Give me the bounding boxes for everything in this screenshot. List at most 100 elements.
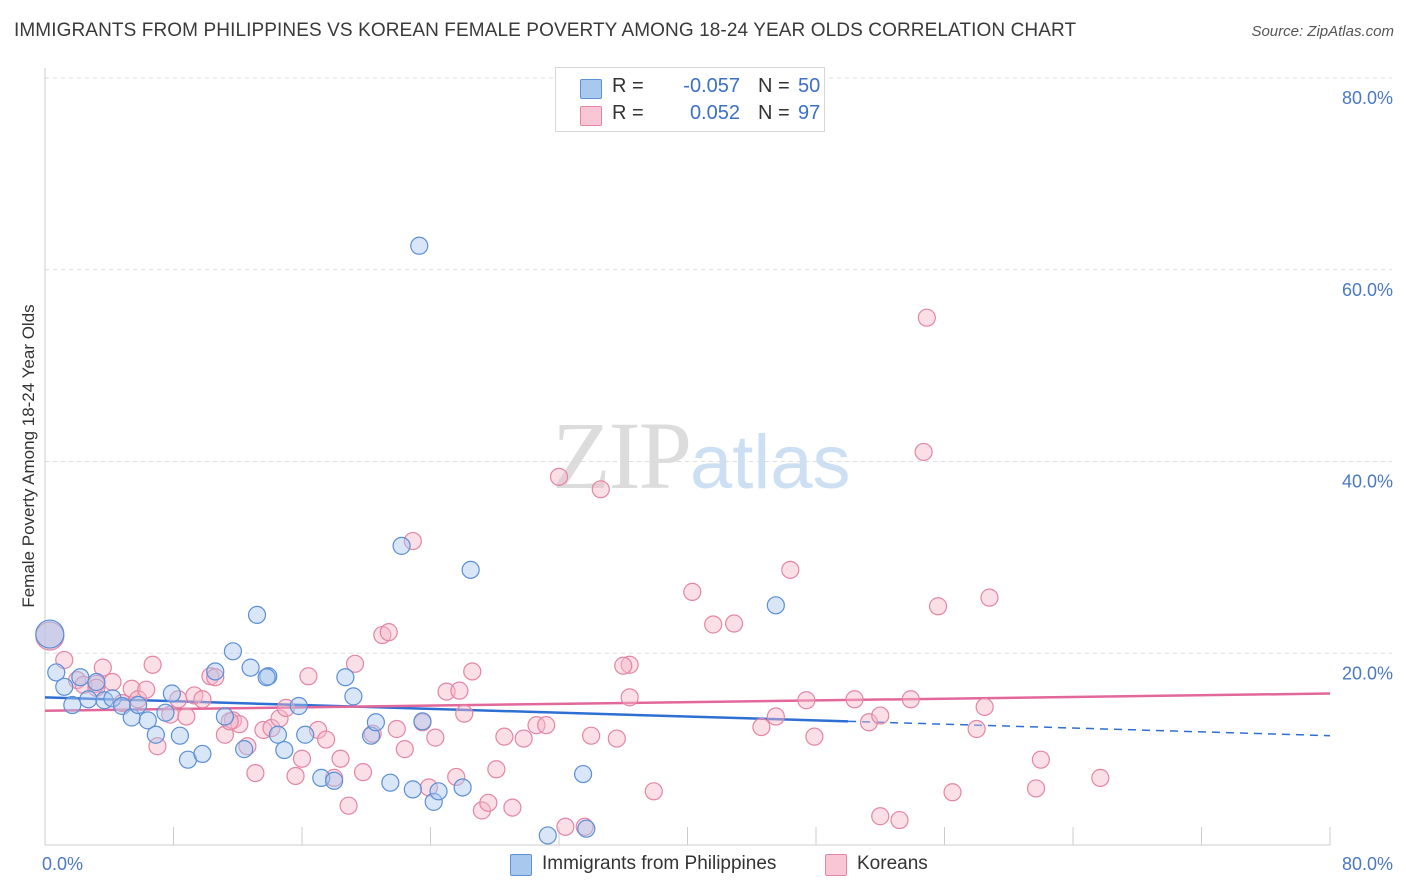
koreans-legend-icon (825, 854, 847, 876)
koreans-point (752, 717, 771, 737)
koreans-point (549, 467, 569, 486)
philippines-point (325, 771, 344, 790)
koreans-point (345, 654, 365, 673)
philippines-point (138, 711, 157, 730)
r-label: R = (612, 75, 644, 97)
koreans-point (980, 588, 999, 607)
r-label: R = (612, 102, 644, 124)
philippines-point (403, 780, 422, 799)
koreans-point (556, 817, 575, 836)
koreans-point (781, 560, 800, 579)
philippines-point (410, 236, 429, 255)
koreans-point (644, 782, 663, 801)
philippines-point (215, 707, 234, 726)
philippines-point (577, 819, 596, 838)
koreans-point (503, 798, 522, 817)
koreans-point (426, 728, 445, 747)
x-tick-label: 0.0% (42, 854, 83, 874)
koreans-point (683, 582, 702, 601)
koreans-point (871, 807, 890, 826)
koreans-point (331, 749, 350, 768)
philippines-point (55, 677, 74, 696)
philippines-point (71, 668, 90, 687)
legend-label: Immigrants from Philippines (542, 853, 777, 874)
koreans-point (148, 737, 167, 756)
y-tick-label: 80.0% (1342, 88, 1393, 108)
philippines-point (103, 689, 122, 708)
n-label: N = (758, 75, 790, 97)
philippines-point (766, 596, 785, 615)
philippines-trend-line (44, 696, 849, 723)
x-tick-label: 80.0% (1342, 854, 1393, 874)
koreans-point (419, 778, 438, 797)
y-tick-label: 60.0% (1342, 280, 1393, 300)
koreans-point (943, 783, 962, 802)
koreans-point (514, 729, 533, 748)
philippines-point (296, 725, 315, 744)
koreans-point (495, 727, 514, 746)
koreans-point (537, 716, 556, 735)
koreans-point (177, 707, 196, 726)
trend-lines (44, 692, 1331, 737)
koreans-point (797, 691, 816, 710)
koreans-point (591, 480, 610, 499)
koreans-point (103, 672, 122, 692)
koreans-point (607, 729, 626, 748)
koreans-trend-line (44, 692, 1331, 713)
philippines-point (336, 668, 355, 687)
koreans-point (582, 726, 601, 745)
r-value: -0.057 (683, 75, 740, 97)
koreans-point (967, 719, 986, 739)
philippines-point (573, 764, 593, 784)
koreans-point (845, 690, 864, 709)
koreans-point (1031, 750, 1050, 769)
koreans-point (487, 760, 506, 779)
philippines-point (170, 726, 190, 745)
philippines-point (538, 826, 557, 845)
philippines-point (344, 687, 363, 706)
philippines-point (259, 667, 278, 686)
philippines-point (146, 725, 165, 744)
koreans-point (914, 442, 933, 462)
n-value: 50 (798, 75, 821, 97)
philippines-point (87, 672, 106, 692)
koreans-point (463, 662, 482, 681)
philippines-points (35, 236, 785, 845)
chart-title: IMMIGRANTS FROM PHILIPPINES VS KOREAN FE… (14, 20, 1077, 41)
watermark-atlas: atlas (690, 420, 851, 505)
koreans-point (1026, 779, 1046, 798)
y-tick-label: 40.0% (1342, 472, 1393, 492)
koreans-point (339, 796, 358, 815)
r-value: 0.052 (689, 102, 740, 124)
koreans-point (316, 730, 336, 749)
philippines-point (206, 662, 225, 681)
philippines-point (275, 740, 294, 760)
philippines-point (79, 690, 98, 709)
koreans-point (450, 681, 469, 700)
philippines-point (247, 605, 267, 625)
philippines-point (162, 684, 181, 703)
koreans-point (527, 716, 546, 735)
axes (44, 68, 1331, 846)
philippines-point (47, 663, 66, 682)
koreans-point (215, 725, 234, 744)
philippines-point (289, 696, 308, 716)
koreans-point (238, 737, 257, 756)
philippines-point (429, 782, 448, 801)
n-label: N = (758, 102, 790, 124)
philippines-point (413, 712, 432, 731)
correlation-stats-box: R = -0.057 N = 50 R = 0.052 N = 97 (555, 67, 825, 132)
source-label: Source: ZipAtlas.com (1251, 23, 1394, 40)
koreans-point (928, 597, 948, 616)
philippines-swatch-icon (580, 79, 602, 99)
koreans-point (871, 706, 890, 725)
koreans-point (724, 614, 744, 633)
philippines-point (193, 744, 212, 764)
koreans-point (859, 713, 879, 732)
koreans-point (917, 308, 936, 327)
koreans-point (387, 719, 406, 739)
koreans-swatch-icon (580, 106, 602, 126)
koreans-point (447, 767, 466, 787)
philippines-point (241, 658, 260, 677)
